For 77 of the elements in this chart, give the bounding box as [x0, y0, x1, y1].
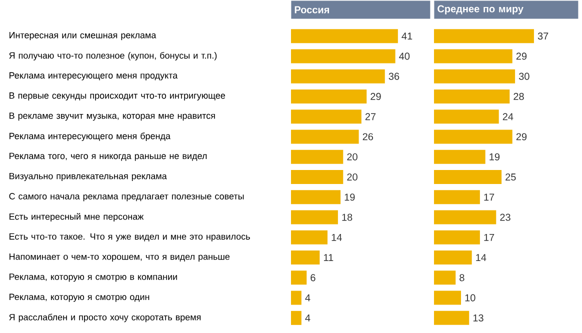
y-tick-label: В первые секунды происходит что-то интригующее	[10, 92, 226, 100]
y-tick-label: В рекламе звучит музыка, которая мне нравится	[10, 112, 215, 121]
data-label: 36	[388, 72, 400, 80]
bar	[434, 150, 486, 164]
chart-title: Россия	[294, 6, 330, 14]
data-label: 24	[502, 113, 514, 120]
bar	[434, 210, 496, 224]
y-tick-label: Реклама интересующего меня продукта	[10, 72, 178, 80]
bar	[291, 270, 307, 285]
bar	[291, 69, 385, 84]
bar	[291, 150, 344, 164]
y-tick-label: Я расслаблен и просто хочу скоротать время	[9, 314, 201, 322]
bar	[434, 89, 510, 104]
bar	[291, 170, 344, 184]
bar	[434, 230, 480, 244]
bar	[291, 190, 341, 204]
y-tick-label: С самого начала реклама предлагает полезные советы	[9, 193, 244, 202]
data-label: 4	[305, 314, 310, 322]
bar	[434, 270, 456, 285]
data-label: 30	[518, 72, 530, 80]
bar	[291, 210, 338, 224]
data-label: 19	[344, 194, 355, 201]
y-tick-label: Реклама, которую я смотрю в компании	[10, 274, 177, 282]
bar	[291, 49, 396, 64]
data-label: 20	[347, 173, 358, 181]
y-tick-label: Я получаю что-то полезное (купон, бонусы и т.п.)	[9, 52, 217, 60]
y-tick-label: Есть интересный мне персонаж	[10, 212, 144, 222]
data-label: 19	[490, 153, 500, 160]
bar	[291, 130, 359, 144]
data-label: 28	[514, 92, 524, 100]
data-label: 11	[324, 254, 334, 261]
data-label: 25	[506, 173, 516, 181]
chart-title: Среднее по миру	[438, 5, 524, 14]
y-tick-label: Есть что-то такое. Что я уже видел и мне это нравилось	[10, 233, 250, 242]
bar	[434, 170, 502, 184]
bar	[434, 250, 472, 265]
data-label: 14	[332, 234, 342, 241]
data-label: 27	[365, 113, 376, 120]
data-label: 29	[516, 133, 527, 140]
bar	[434, 290, 462, 305]
data-label: 26	[362, 133, 374, 140]
y-tick-label: Напоминает о чем-то хорошем, что я видел раньше	[10, 254, 230, 262]
data-label: 10	[465, 294, 476, 302]
y-tick-label: Реклама, которую я смотрю один	[10, 294, 150, 302]
bar	[434, 190, 480, 204]
data-label: 18	[342, 214, 352, 221]
y-tick-label: Визуально привлекательная реклама	[10, 172, 167, 182]
data-label: 8	[460, 274, 464, 282]
bar	[434, 29, 534, 44]
bar	[291, 89, 367, 104]
data-label: 29	[370, 92, 381, 100]
data-label: 17	[484, 234, 494, 241]
data-label: 17	[484, 194, 494, 201]
data-label: 14	[476, 254, 486, 261]
data-label: 41	[402, 32, 412, 40]
bar	[291, 29, 398, 44]
data-label: 20	[347, 153, 358, 160]
data-label: 4	[305, 294, 310, 302]
y-tick-label: Реклама того, чего я никогда раньше не видел	[10, 152, 207, 161]
bar	[291, 310, 302, 325]
data-label: 29	[516, 52, 527, 60]
bar	[291, 230, 328, 244]
bar	[434, 49, 512, 64]
bar	[434, 69, 516, 84]
data-label: 6	[310, 274, 316, 282]
y-tick-label: Реклама интересующего меня бренда	[10, 132, 170, 141]
data-label: 40	[399, 52, 410, 60]
bar	[291, 290, 302, 305]
data-label: 37	[538, 32, 548, 40]
data-label: 23	[500, 214, 510, 221]
data-label: 13	[473, 314, 484, 322]
y-tick-label: Интересная или смешная реклама	[10, 32, 156, 40]
bar	[291, 110, 362, 124]
bar	[434, 110, 499, 124]
bar	[434, 310, 470, 325]
bar	[291, 250, 320, 265]
bar	[434, 130, 512, 144]
